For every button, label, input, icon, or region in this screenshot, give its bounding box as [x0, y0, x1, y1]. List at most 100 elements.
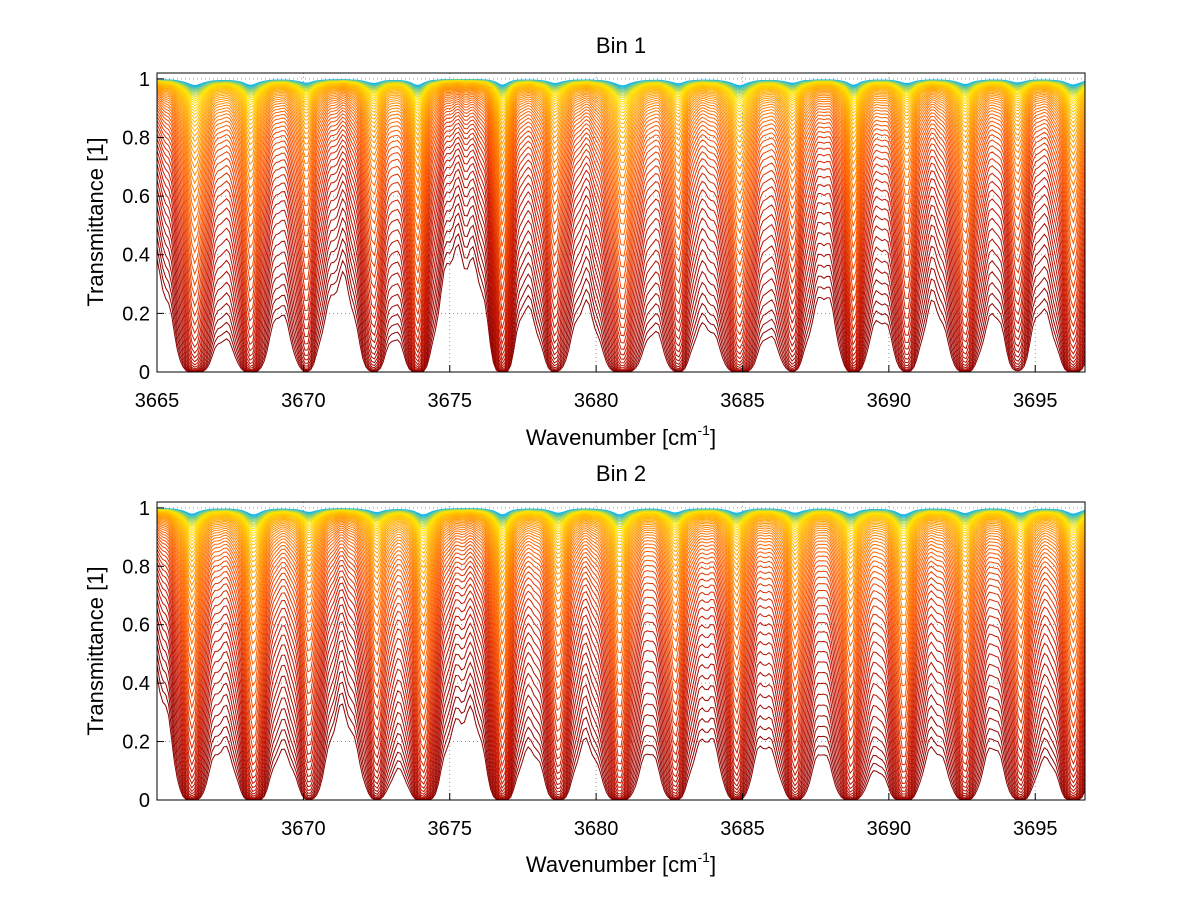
series-line	[156, 83, 1086, 139]
y-tick-label: 0.2	[122, 732, 150, 754]
series-line	[156, 567, 1086, 780]
series-line	[156, 548, 1086, 751]
series-line	[156, 96, 1086, 236]
series-line	[156, 552, 1086, 760]
series-line	[156, 616, 1086, 800]
series-line	[156, 168, 1086, 369]
series-line	[156, 535, 1086, 711]
chart-title: Bin 2	[596, 461, 646, 486]
series-line	[156, 81, 1086, 114]
series-line	[156, 511, 1086, 551]
series-line	[156, 101, 1086, 257]
y-tick-label: 0.4	[122, 245, 150, 267]
x-tick-label: 3690	[867, 390, 912, 412]
series-line	[156, 82, 1086, 125]
series-line	[156, 103, 1086, 268]
series-line	[156, 118, 1086, 320]
x-tick-label: 3685	[720, 390, 765, 412]
series-line	[156, 148, 1086, 360]
series-line	[156, 513, 1086, 569]
series-line	[156, 90, 1086, 196]
series-line	[156, 83, 1086, 134]
series-line	[156, 578, 1086, 790]
series-line	[156, 523, 1086, 647]
y-tick-label: 1	[139, 69, 150, 91]
x-tick-label: 3670	[281, 818, 326, 840]
series-line	[156, 82, 1086, 129]
series-line	[156, 524, 1086, 657]
chart-panel-bin-2: Bin 2 3670 3675 3680 3685 3690 3695 0 0.2 0.4 0.…	[83, 461, 1086, 877]
series-line	[156, 545, 1086, 742]
tick-marks	[157, 507, 1036, 801]
x-axis-label-sup: -1	[698, 422, 711, 438]
y-tick-label: 0	[139, 362, 150, 384]
series-line	[156, 154, 1086, 364]
series-line	[156, 607, 1086, 799]
axis-box	[156, 501, 1086, 801]
x-tick-label: 3675	[427, 390, 472, 412]
series-line	[156, 538, 1086, 722]
series-line	[156, 131, 1086, 344]
series-line	[156, 510, 1086, 543]
x-axis-label: Wavenumber [cm-1]	[526, 422, 716, 450]
series-line	[156, 530, 1086, 689]
y-tick-label: 0.6	[122, 615, 150, 637]
series-line	[156, 88, 1086, 179]
y-tick-label: 0	[139, 790, 150, 812]
series-line	[156, 511, 1086, 555]
series-line	[156, 562, 1086, 775]
x-tick-label: 3690	[867, 818, 912, 840]
series-line	[156, 184, 1086, 371]
y-tick-label: 0.4	[122, 673, 150, 695]
series-line	[156, 85, 1086, 150]
series-line	[156, 510, 1086, 547]
series-line	[156, 108, 1086, 290]
series-line	[156, 111, 1086, 300]
y-axis-label: Transmittance [1]	[83, 566, 108, 735]
axis-box	[156, 72, 1086, 373]
x-tick-labels: 3665 3670 3675 3680 3685 3690 3695	[135, 390, 1058, 412]
x-axis-label-end: ]	[710, 425, 716, 450]
series-line	[156, 92, 1086, 205]
x-axis-label-end: ]	[710, 852, 716, 877]
series-line	[156, 93, 1086, 215]
chart-panel-bin-1: Bin 1 3665 3670 3675 3680 3685 3690 3695 00.20…	[83, 33, 1086, 450]
series-line	[156, 86, 1086, 164]
series-line	[156, 515, 1086, 588]
series-line	[156, 519, 1086, 619]
x-tick-labels: 3670 3675 3680 3685 3690 3695	[281, 818, 1057, 840]
series-group	[156, 78, 1086, 373]
y-tick-label: 1	[139, 498, 150, 520]
x-tick-label: 3680	[574, 818, 619, 840]
y-tick-label: 0.2	[122, 303, 150, 325]
series-group	[156, 508, 1086, 801]
series-line	[156, 142, 1086, 356]
series-line	[156, 512, 1086, 564]
series-line	[156, 98, 1086, 246]
x-axis-label: Wavenumber [cm-1]	[526, 849, 716, 877]
series-line	[156, 126, 1086, 337]
series-line	[156, 592, 1086, 795]
x-tick-label: 3675	[427, 818, 472, 840]
series-line	[156, 122, 1086, 329]
series-line	[156, 512, 1086, 559]
series-line	[156, 513, 1086, 575]
series-line	[156, 105, 1086, 279]
y-tick-labels: 0 0.2 0.4 0.6 0.8 1	[122, 69, 150, 384]
series-line	[156, 89, 1086, 187]
x-axis-label-main: Wavenumber [cm	[526, 425, 698, 450]
series-line	[156, 520, 1086, 628]
series-line	[156, 81, 1086, 117]
series-line	[156, 533, 1086, 700]
series-line	[156, 572, 1086, 786]
series-line	[156, 517, 1086, 610]
series-line	[156, 510, 1086, 540]
series-line	[156, 87, 1086, 171]
series-line	[156, 599, 1086, 797]
series-line	[156, 95, 1086, 225]
series-line	[156, 85, 1086, 157]
series-line	[156, 585, 1086, 793]
x-axis-label-sup: -1	[698, 849, 711, 865]
tick-marks	[156, 78, 1036, 373]
